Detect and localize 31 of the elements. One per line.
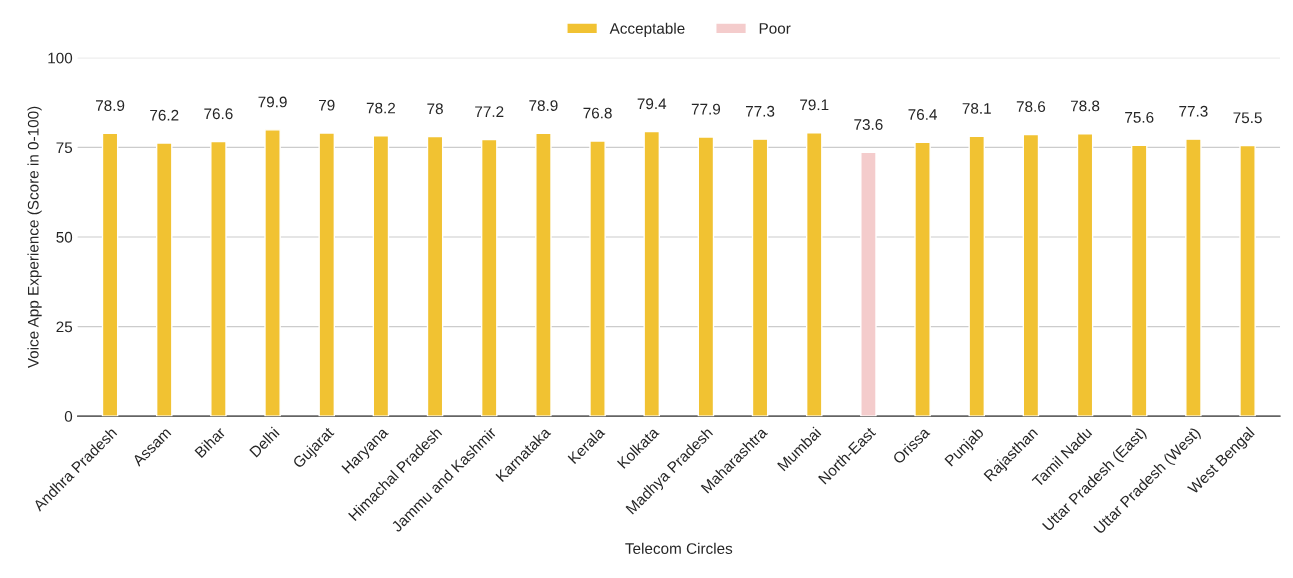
data-label: 76.4	[908, 109, 937, 120]
data-label: 79	[319, 99, 335, 111]
y-tick-label: 50	[56, 231, 73, 243]
data-label: 77.9	[691, 103, 721, 115]
data-label: 79.4	[637, 98, 667, 110]
legend-label: Acceptable	[609, 22, 685, 37]
data-label: 76.6	[204, 108, 233, 120]
legend-label: Poor	[759, 23, 791, 34]
data-label: 78.6	[1016, 101, 1046, 113]
data-label: 76.8	[583, 107, 612, 119]
x-axis-title: Telecom Circles	[625, 542, 733, 554]
data-label: 78.2	[366, 102, 396, 114]
data-label: 79.9	[258, 96, 287, 108]
y-axis-title: Voice App Experience (Score in 0-100)	[27, 106, 42, 369]
data-label: 77.3	[1179, 105, 1208, 117]
data-label: 78.8	[1070, 100, 1100, 112]
data-label: 78.9	[529, 100, 558, 111]
y-tick-label: 75	[56, 142, 73, 154]
data-label: 75.6	[1125, 111, 1154, 123]
data-label: 76.2	[150, 109, 179, 121]
data-label: 73.6	[854, 119, 883, 130]
data-label: 75.5	[1233, 112, 1262, 124]
data-label: 78	[427, 103, 443, 115]
y-tick-label: 0	[64, 411, 73, 422]
data-label: 77.2	[475, 106, 504, 117]
data-label: 78.1	[962, 103, 991, 114]
y-tick-label: 100	[48, 52, 73, 64]
y-tick-label: 25	[56, 321, 73, 333]
data-label: 79.1	[800, 99, 829, 111]
data-label: 78.9	[96, 100, 125, 111]
data-label: 77.3	[745, 105, 775, 117]
